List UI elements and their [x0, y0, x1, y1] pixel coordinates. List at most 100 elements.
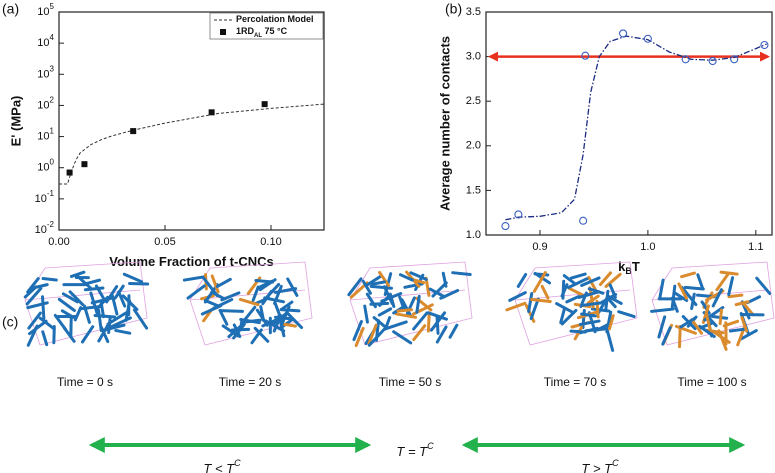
rod	[259, 305, 265, 322]
rod	[424, 276, 431, 297]
rod	[587, 287, 605, 295]
y-tick-label: 105	[37, 2, 54, 18]
rod	[734, 300, 750, 307]
y-tick-label: 10-2	[35, 220, 55, 236]
y-tick-label: 103	[37, 64, 54, 80]
rod	[435, 325, 448, 344]
rod	[110, 294, 119, 316]
tick-base: 10	[37, 37, 49, 49]
rod	[273, 287, 298, 294]
x-label: Volume Fraction of t-CNCs	[109, 254, 273, 269]
rod	[41, 276, 58, 282]
marker	[501, 222, 510, 231]
rod	[560, 283, 569, 298]
y-tick-label: 1.0	[466, 229, 481, 241]
rod	[221, 324, 240, 338]
rod	[505, 301, 527, 312]
legend-entry: Percolation Model	[236, 14, 314, 24]
rod	[394, 312, 418, 319]
x-label-suffix: T	[632, 259, 640, 274]
rod	[26, 324, 39, 347]
rod	[690, 292, 696, 311]
regime-text: T > T	[581, 461, 613, 473]
y-tick-label: 100	[37, 158, 54, 174]
plot-frame	[485, 11, 773, 236]
rod	[347, 277, 363, 297]
regime-label: T > TC	[581, 458, 619, 473]
tick-exponent: 3	[50, 64, 55, 73]
tick-exponent: 5	[50, 2, 55, 11]
rod	[678, 325, 682, 349]
rod	[555, 302, 576, 315]
rod	[400, 298, 413, 319]
y-tick-label: 10-1	[35, 189, 55, 205]
rod	[604, 289, 610, 312]
rod	[579, 301, 604, 307]
rod	[238, 297, 260, 307]
panel-label: (b)	[445, 1, 462, 17]
rod	[239, 318, 262, 324]
rod	[435, 315, 440, 335]
marker	[619, 29, 628, 38]
y-tick-label: 3.5	[466, 6, 481, 18]
legend-entry: 1RDAL 75 °C	[236, 26, 288, 38]
x-tick-label: 0.05	[154, 236, 175, 248]
rod	[53, 313, 68, 331]
rod	[280, 305, 291, 327]
y-axis-label: Average number of contacts	[437, 36, 452, 211]
tick-base: 10	[37, 99, 49, 111]
rod	[527, 292, 534, 313]
rod	[83, 286, 105, 292]
rod	[251, 285, 260, 302]
y-tick-label: 104	[37, 33, 54, 49]
rod	[573, 326, 583, 341]
rod	[286, 277, 299, 297]
rod	[516, 272, 528, 288]
rod	[451, 271, 472, 277]
y-tick-label: 101	[37, 127, 54, 143]
marker	[581, 51, 590, 60]
rod	[254, 278, 275, 284]
rod	[354, 326, 365, 348]
rod	[580, 312, 597, 318]
rod	[384, 320, 408, 331]
marker	[708, 57, 717, 66]
rod	[677, 282, 688, 300]
rod	[124, 299, 132, 322]
rod	[412, 311, 429, 331]
tick-exponent: 0	[50, 158, 55, 167]
rod	[596, 322, 611, 332]
rod	[210, 274, 220, 294]
rod	[409, 271, 428, 281]
rod	[719, 270, 739, 276]
rod	[113, 284, 125, 300]
legend-name: Percolation Model	[236, 14, 314, 24]
marker	[730, 55, 739, 64]
time-label: Time = 50 s	[379, 375, 442, 389]
rod	[352, 320, 363, 342]
rod	[392, 330, 413, 345]
marker	[579, 216, 588, 225]
y-tick-label: 1.5	[466, 184, 481, 196]
rod	[741, 301, 755, 317]
rod	[607, 295, 623, 305]
rod	[84, 278, 102, 286]
rod	[398, 273, 414, 282]
rod	[80, 325, 95, 344]
rod	[604, 272, 622, 288]
rod	[132, 308, 149, 330]
rod	[530, 297, 552, 304]
tick-base: 10	[37, 162, 49, 174]
rod	[215, 277, 232, 288]
rod	[114, 328, 132, 335]
tick-base: 10	[35, 224, 47, 236]
rod	[569, 272, 587, 280]
rod	[253, 326, 270, 343]
rod	[285, 311, 304, 330]
rod	[727, 276, 735, 297]
rod	[203, 299, 220, 308]
panel-label: (c)	[2, 314, 18, 330]
rod	[219, 309, 244, 313]
rod	[740, 316, 749, 333]
